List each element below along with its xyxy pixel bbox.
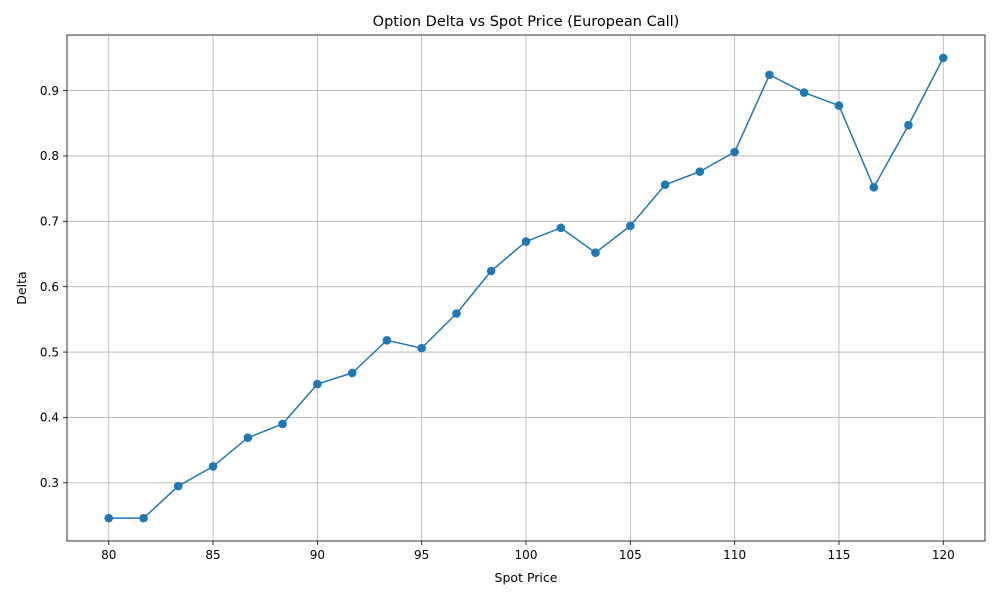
data-point [173, 481, 183, 491]
y-tick-label: 0.3 [40, 476, 59, 490]
data-point [313, 379, 322, 389]
y-tick-label: 0.8 [40, 149, 59, 163]
data-point [834, 101, 844, 110]
y-axis-label: Delta [14, 271, 29, 304]
y-tick-label: 0.9 [40, 84, 59, 98]
data-point [799, 88, 809, 97]
data-point [765, 70, 774, 80]
x-tick-label: 120 [932, 548, 955, 562]
y-axis-ticks: 0.3 0.4 0.5 0.6 0.7 0.8 0.9 [40, 84, 67, 490]
x-tick-label: 90 [310, 548, 325, 562]
data-point [486, 266, 496, 276]
data-point [626, 221, 635, 231]
data-point [591, 248, 600, 257]
data-point [382, 335, 392, 345]
y-tick-label: 0.6 [40, 280, 59, 294]
data-point [521, 237, 531, 246]
data-point [556, 223, 566, 233]
data-point [938, 53, 948, 63]
data-point [869, 183, 879, 192]
data-point [347, 368, 357, 378]
y-tick-label: 0.5 [40, 345, 59, 359]
series-layer [104, 53, 948, 523]
x-tick-label: 80 [101, 548, 116, 562]
data-point [660, 180, 670, 190]
data-point [278, 419, 287, 429]
x-axis-label: Spot Price [495, 570, 558, 585]
x-tick-label: 115 [828, 548, 851, 562]
y-tick-label: 0.7 [40, 215, 59, 229]
y-tick-label: 0.4 [40, 411, 59, 425]
chart-title: Option Delta vs Spot Price (European Cal… [373, 14, 680, 30]
data-point [904, 120, 913, 130]
x-tick-label: 100 [515, 548, 538, 562]
x-tick-label: 105 [619, 548, 642, 562]
x-tick-label: 110 [723, 548, 746, 562]
x-tick-label: 85 [205, 548, 220, 562]
data-point [104, 513, 114, 523]
data-point [208, 462, 218, 471]
grid-lines [67, 35, 985, 541]
data-point [139, 513, 148, 523]
data-point [730, 147, 739, 157]
data-point [452, 309, 461, 318]
data-point [243, 433, 253, 443]
data-point [417, 343, 426, 353]
data-point [695, 167, 705, 176]
x-tick-label: 95 [414, 548, 429, 562]
x-axis-ticks: 80 85 90 95 100 105 110 115 120 [101, 541, 955, 562]
